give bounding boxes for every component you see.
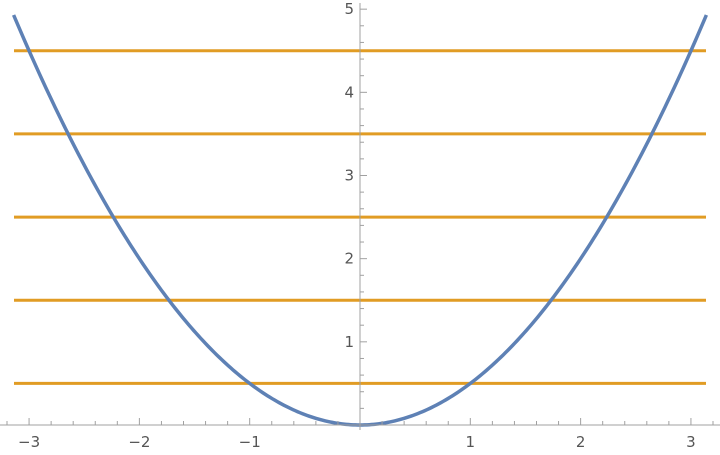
- y-tick-label: 3: [344, 166, 354, 184]
- x-tick-label: 1: [466, 433, 476, 451]
- x-tick-label: 3: [686, 433, 696, 451]
- x-tick-label: −2: [128, 433, 150, 451]
- y-tick-label: 4: [344, 83, 354, 101]
- y-tick-label: 2: [344, 250, 354, 268]
- x-tick-label: −3: [18, 433, 40, 451]
- y-tick-label: 5: [344, 0, 354, 18]
- x-tick-label: −1: [239, 433, 261, 451]
- y-tick-label: 1: [344, 333, 354, 351]
- x-tick-label: 2: [576, 433, 586, 451]
- ticks: −3 −2 −1 1 2 3 1 2 3 4 5: [6, 0, 714, 451]
